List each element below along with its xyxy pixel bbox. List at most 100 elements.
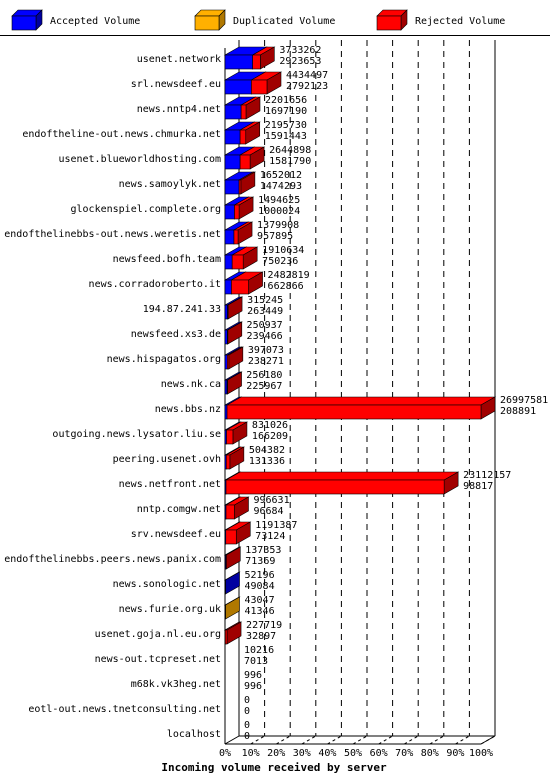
accepted-value-label: 1591443 (265, 131, 307, 142)
floor-tick (327, 735, 342, 745)
category-label: endofthelinebbs.peers.news.panix.com (4, 554, 221, 565)
category-label: usenet.blueworldhosting.com (58, 154, 221, 165)
x-tick-label: 30% (293, 748, 311, 759)
legend-swatch (11, 15, 37, 31)
category-label: endoftheline-out.news.chmurka.net (22, 129, 221, 140)
bar-rejected-volume (225, 396, 497, 420)
bar-rejected-volume (226, 346, 244, 370)
accepted-value-label: 96684 (253, 506, 283, 517)
category-label: srl.newsdeef.eu (131, 79, 221, 90)
accepted-value-label: 239466 (247, 331, 283, 342)
accepted-value-label: 73124 (255, 531, 285, 542)
accepted-value-label: 2792123 (286, 81, 328, 92)
accepted-value-label: 1581790 (269, 156, 311, 167)
bar-accepted-volume-side (225, 571, 240, 595)
floor-tick (455, 735, 470, 745)
legend-label: Accepted Volume (50, 16, 140, 27)
bar-rejected-volume (230, 271, 264, 295)
bar-rejected-volume (224, 496, 250, 520)
bar-rejected-volume (224, 546, 242, 570)
bar-rejected-volume (226, 296, 244, 320)
category-label: news.samoylyk.net (119, 179, 221, 190)
floor-tick (352, 735, 368, 745)
bar-rejected-volume (226, 379, 228, 395)
bar-rejected-volume (225, 529, 237, 545)
x-tick-label: 60% (370, 748, 388, 759)
bar-rejected-volume (239, 154, 251, 170)
total-value-label: 1652012 (260, 170, 302, 181)
bar-rejected-volume (227, 329, 229, 345)
accepted-value-label: 263449 (247, 306, 283, 317)
bar-rejected-volume (227, 354, 230, 370)
bar-rejected-volume (226, 429, 234, 445)
x-tick-label: 90% (446, 748, 464, 759)
total-value-label: 831026 (252, 420, 288, 431)
x-tick-label: 70% (395, 748, 413, 759)
total-value-label: 1191387 (255, 520, 297, 531)
floor-tick (378, 735, 393, 745)
bar-rejected-volume (224, 629, 228, 645)
bar-accepted-volume (224, 179, 240, 195)
x-tick-label: 100% (469, 748, 493, 759)
total-value-label: 2195730 (265, 120, 307, 131)
category-label: nntp.comgw.net (137, 504, 221, 515)
category-label: endofthelinebbs-out.news.weretis.net (4, 229, 221, 240)
bar-rejected-volume (231, 254, 244, 270)
total-value-label: 26997581 (500, 395, 548, 406)
bar-accepted-volume (224, 354, 228, 370)
accepted-value-label: 208891 (500, 406, 536, 417)
category-label: peering.usenet.ovh (113, 454, 221, 465)
total-value-label: 397073 (248, 345, 284, 356)
bar-rejected-volume (226, 404, 482, 420)
category-label: glockenspiel.complete.org (70, 204, 221, 215)
bar-accepted-volume (224, 229, 235, 245)
accepted-value-label: 1000024 (258, 206, 300, 217)
accepted-value-label: 32897 (246, 631, 276, 642)
category-label: newsfeed.xs3.de (131, 329, 221, 340)
total-value-label: 2201656 (265, 95, 307, 106)
accepted-value-label: 1697190 (265, 106, 307, 117)
category-label: outgoing.news.lysator.liu.se (52, 429, 221, 440)
bar-rejected-volume (251, 79, 268, 95)
accepted-value-label: 49084 (245, 581, 275, 592)
category-label: srv.newsdeef.eu (131, 529, 221, 540)
bar-rejected-volume-top (225, 396, 497, 406)
bar-rejected-volume (231, 279, 249, 295)
x-axis: 0% 10% 20% 30% 40% 50% 60% 70% 80% 90% 100% (219, 748, 493, 759)
category-label: 194.87.241.33 (143, 304, 221, 315)
bar-accepted-volume (224, 579, 226, 595)
category-label: news.sonologic.net (113, 579, 221, 590)
x-tick-label: 40% (318, 748, 336, 759)
category-label: news.furie.org.uk (119, 604, 221, 615)
bar-rejected-volume (252, 54, 261, 70)
accepted-value-label: 0 (244, 731, 250, 742)
x-tick-label: 0% (219, 748, 231, 759)
bar-rejected-volume (225, 371, 243, 395)
accepted-value-label: 98817 (463, 481, 493, 492)
total-value-label: 227719 (246, 620, 282, 631)
category-label: usenet.network (137, 54, 221, 65)
bar-rejected-volume (225, 446, 245, 470)
category-label: news-out.tcpreset.net (95, 654, 221, 665)
bar-accepted-volume (223, 571, 241, 595)
category-label: news.nntp4.net (137, 104, 221, 115)
accepted-value-label: 750236 (262, 256, 298, 267)
bar-rejected-volume (233, 196, 255, 220)
accepted-value-label: 2923653 (279, 56, 321, 67)
total-value-label: 0 (244, 695, 250, 706)
bar-rejected-volume (251, 46, 276, 70)
accepted-value-label: 225967 (246, 381, 282, 392)
total-value-label: 996631 (253, 495, 289, 506)
category-label: news.nk.ca (161, 379, 221, 390)
total-value-label: 137353 (245, 545, 281, 556)
bar-rejected-volume (238, 146, 266, 170)
floor-tick (250, 735, 265, 745)
bar-accepted-volume (224, 79, 252, 95)
total-value-label: 1494625 (258, 195, 300, 206)
floor-tick (275, 735, 291, 745)
bar-rejected-volume (234, 204, 240, 220)
total-value-label: 315245 (247, 295, 283, 306)
category-label: localhost (167, 729, 221, 740)
total-value-label: 256180 (246, 370, 282, 381)
